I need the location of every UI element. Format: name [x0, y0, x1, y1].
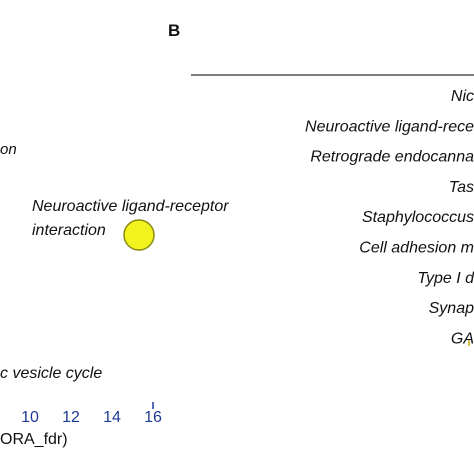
x-axis-ticks: 10 12 14 16 — [21, 409, 162, 426]
partial-label-vesicle-cycle: c vesicle cycle — [0, 365, 102, 382]
panel-b-row-label: Tas — [449, 179, 474, 196]
x-tick-label-14: 14 — [103, 409, 121, 426]
partial-label-on: on — [0, 141, 17, 158]
bubble-point-neuroactive — [123, 219, 155, 251]
panel-b-row-label: Neuroactive ligand-rece — [305, 118, 474, 135]
panel-b-row-label: Synap — [429, 300, 474, 317]
x-axis-label: ORA_fdr) — [0, 431, 68, 448]
panel-b-row-label: Cell adhesion m — [359, 240, 474, 257]
x-tick-label-10: 10 — [21, 409, 39, 426]
panel-b-row-label: Staphylococcus — [362, 209, 474, 226]
panel-b-term-list: B Nic Neuroactive ligand-rece Retrograde e… — [168, 21, 474, 347]
panel-a-bubble-chart: on Neuroactive ligand-receptor interacti… — [0, 141, 229, 448]
panel-b-row-label: Nic — [451, 88, 474, 105]
bubble-label-line-2: interaction — [32, 222, 106, 239]
panel-b-row-label: Retrograde endocanna — [310, 149, 474, 166]
panel-b-row-label: Type I d — [417, 270, 474, 287]
panel-b-letter: B — [168, 21, 180, 40]
x-tick-label-16: 16 — [144, 409, 162, 426]
bubble-label-line-1: Neuroactive ligand-receptor — [32, 198, 229, 215]
panel-b-row-label: GA — [451, 330, 474, 347]
panel-b-rows: Nic Neuroactive ligand-rece Retrograde end… — [305, 88, 474, 347]
x-tick-label-12: 12 — [62, 409, 80, 426]
